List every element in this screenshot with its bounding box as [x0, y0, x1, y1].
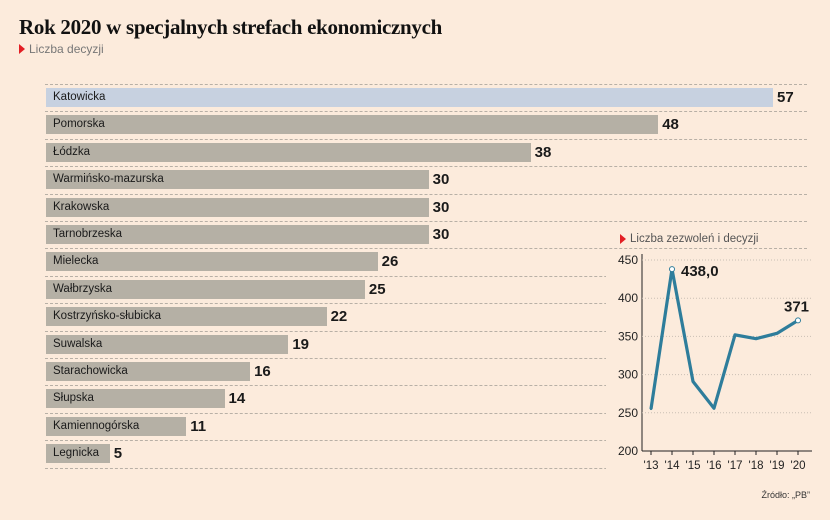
red-triangle-icon — [19, 44, 25, 54]
bar-5 — [46, 225, 429, 244]
x-tick-label: '14 — [665, 460, 681, 472]
data-point — [733, 333, 737, 337]
series-line — [649, 267, 799, 410]
y-tick-label: 250 — [618, 406, 638, 420]
data-label: 438,0 — [681, 263, 719, 280]
data-point — [691, 380, 695, 383]
y-tick-label: 350 — [618, 329, 638, 343]
bar-7 — [46, 279, 365, 299]
data-point — [754, 337, 758, 340]
bar-4 — [46, 197, 429, 217]
subtitle-text: Liczba decyzji — [29, 42, 104, 56]
x-tick-label: '18 — [749, 460, 764, 472]
bar-label: Łódzka — [53, 145, 91, 158]
bar-13 — [46, 444, 110, 464]
highlight-point — [669, 266, 675, 273]
bar-label: Suwalska — [53, 337, 103, 350]
bar-value-label: 30 — [432, 171, 450, 189]
data-point — [712, 407, 716, 410]
bar-label: Pomorska — [53, 118, 105, 131]
bar-label: Kamiennogórska — [53, 419, 140, 432]
bar-value-label: 5 — [113, 445, 123, 463]
y-tick-label: 200 — [618, 444, 638, 458]
y-tick-label: 450 — [618, 253, 638, 267]
data-label: 371 — [784, 298, 809, 315]
bar-1 — [46, 115, 659, 135]
bar-label: Kostrzyńsko-słubicka — [53, 310, 162, 323]
bar-12 — [46, 416, 187, 436]
bar-label: Krakowska — [53, 200, 110, 213]
chart-title: Rok 2020 w specjalnych strefach ekonomic… — [19, 15, 443, 39]
data-point — [649, 407, 653, 411]
bar-10 — [46, 362, 251, 381]
bar-11 — [46, 389, 225, 409]
bar-label: Tarnobrzeska — [53, 228, 123, 240]
row-separator — [45, 358, 807, 359]
bar-label: Katowicka — [53, 91, 106, 103]
bar-label: Legnicka — [53, 447, 100, 460]
x-tick-label: '15 — [686, 460, 701, 472]
bar-value-label: 14 — [228, 390, 246, 408]
y-tick-label: 400 — [618, 291, 638, 305]
row-separator — [45, 193, 807, 195]
bar-value-label: 26 — [381, 253, 399, 271]
bar-label: Wałbrzyska — [53, 282, 112, 295]
row-separator — [45, 111, 807, 113]
bar-6 — [46, 252, 378, 272]
bar-9 — [46, 334, 289, 354]
inset-background — [606, 250, 816, 480]
bar-label: Słupska — [53, 392, 94, 405]
highlight-point — [795, 317, 801, 324]
row-separator — [45, 248, 807, 250]
x-tick-label: '16 — [707, 460, 722, 472]
source-note: Źródło: „PB” — [761, 490, 810, 500]
x-tick-label: '17 — [728, 460, 743, 472]
row-separator — [45, 221, 807, 222]
bar-value-label: 16 — [254, 363, 271, 380]
inset-title: Liczba zezwoleń i decyzji — [620, 233, 763, 245]
bar-label: Starachowicka — [53, 365, 128, 377]
x-tick-label: '13 — [644, 460, 659, 472]
bar-value-label: 30 — [432, 198, 450, 216]
bar-8 — [46, 307, 327, 327]
bar-3 — [46, 170, 429, 190]
bar-label: Warmińsko-mazurska — [53, 173, 164, 186]
bar-value-label: 19 — [292, 335, 310, 353]
bar-label: Mielecka — [53, 255, 99, 268]
row-separator — [45, 412, 807, 414]
bar-value-label: 11 — [190, 417, 207, 435]
red-triangle-icon — [620, 234, 626, 244]
bar-value-label: 30 — [432, 226, 450, 243]
data-point — [775, 332, 779, 335]
bar-value-label: 57 — [777, 89, 794, 106]
bar-value-label: 48 — [662, 116, 679, 134]
y-tick-label: 300 — [618, 368, 638, 382]
x-tick-label: '19 — [770, 460, 785, 472]
x-tick-label: '20 — [791, 460, 806, 472]
row-separator — [45, 330, 807, 332]
row-separator — [45, 166, 807, 168]
inset-title-text: Liczba zezwoleń i decyzji — [630, 233, 759, 245]
row-separator — [45, 385, 807, 387]
row-separator — [45, 138, 807, 140]
bar-value-label: 38 — [534, 143, 552, 161]
bar-0 — [46, 88, 773, 107]
bar-2 — [46, 142, 531, 162]
row-separator — [45, 467, 807, 469]
row-separator — [45, 275, 807, 277]
bar-value-label: 25 — [368, 280, 386, 298]
bar-value-label: 22 — [330, 308, 348, 326]
chart-subtitle: Liczba decyzji — [19, 42, 104, 56]
row-separator — [45, 84, 807, 85]
row-separator — [45, 303, 807, 305]
row-separator — [45, 440, 807, 442]
